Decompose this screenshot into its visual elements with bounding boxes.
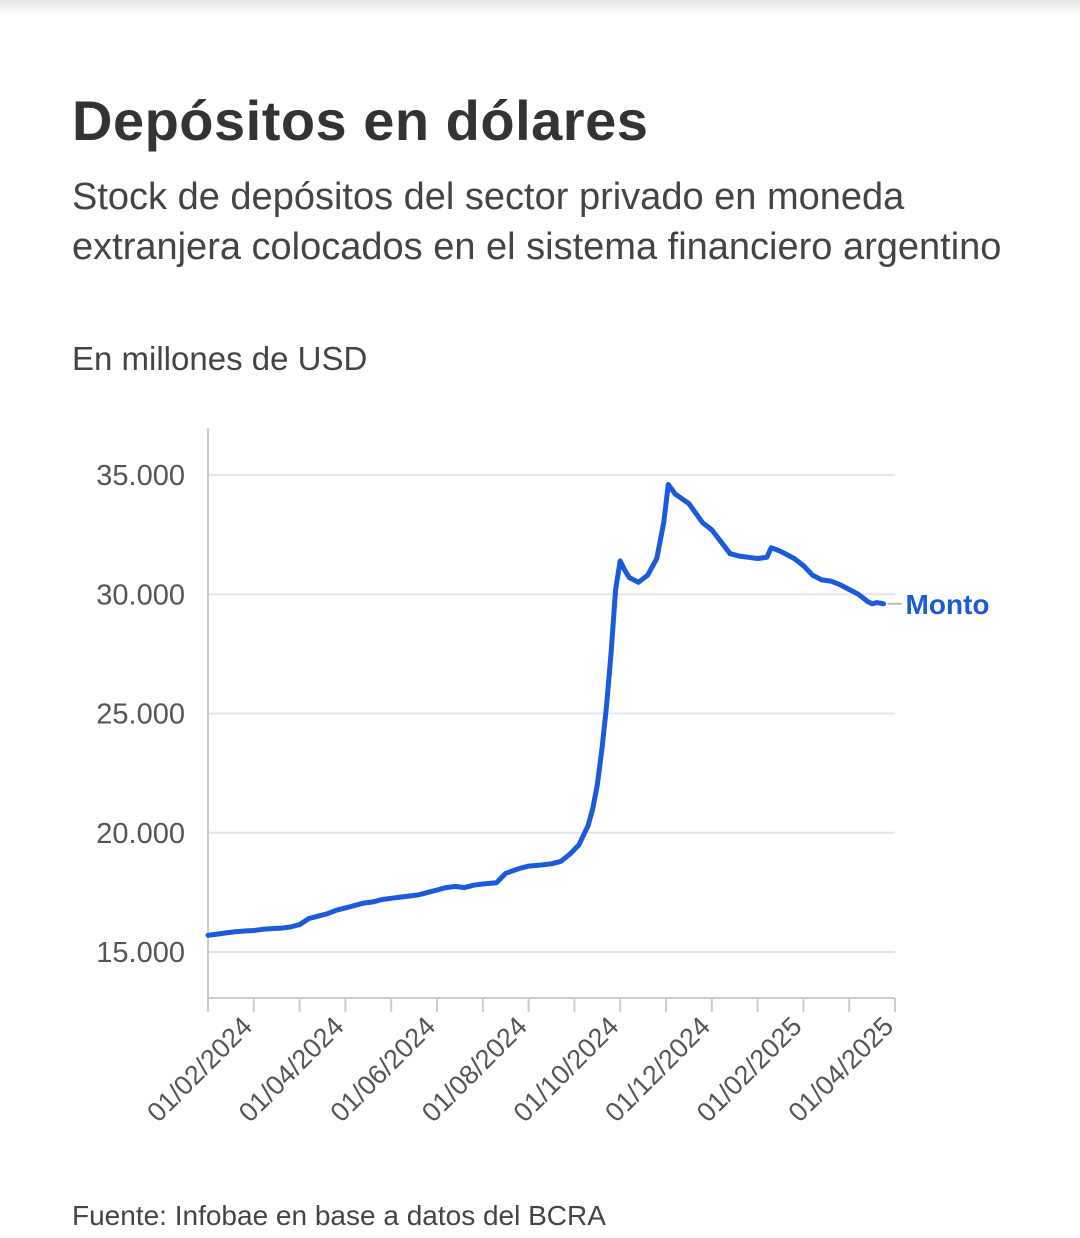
gridlines	[208, 474, 895, 953]
y-axis-ticks: 15.000 20.000 25.000 30.000 35.000	[96, 460, 185, 969]
chart-title: Depósitos en dólares	[72, 89, 649, 152]
y-tick-label: 30.000	[96, 579, 185, 611]
source-note: Fuente: Infobae en base a datos del BCRA	[72, 1200, 606, 1231]
y-tick-label: 25.000	[96, 699, 185, 731]
chart-subtitle: Stock de depósitos del sector privado en…	[72, 176, 1002, 268]
axes	[207, 428, 895, 999]
y-tick-label: 35.000	[96, 460, 185, 492]
y-tick-label: 20.000	[96, 818, 185, 850]
line-chart: 15.000 20.000 25.000 30.000 35.000 01/02/202…	[96, 428, 990, 1128]
series-line-monto	[205, 482, 886, 938]
y-tick-label: 15.000	[96, 937, 185, 969]
x-axis-ticks: 01/02/202401/04/202401/06/202401/08/2024…	[141, 998, 899, 1128]
unit-label: En millones de USD	[72, 340, 368, 377]
series-label: Monto	[906, 589, 990, 620]
series-layer: Monto	[205, 482, 990, 938]
top-shadow	[0, 0, 1080, 16]
